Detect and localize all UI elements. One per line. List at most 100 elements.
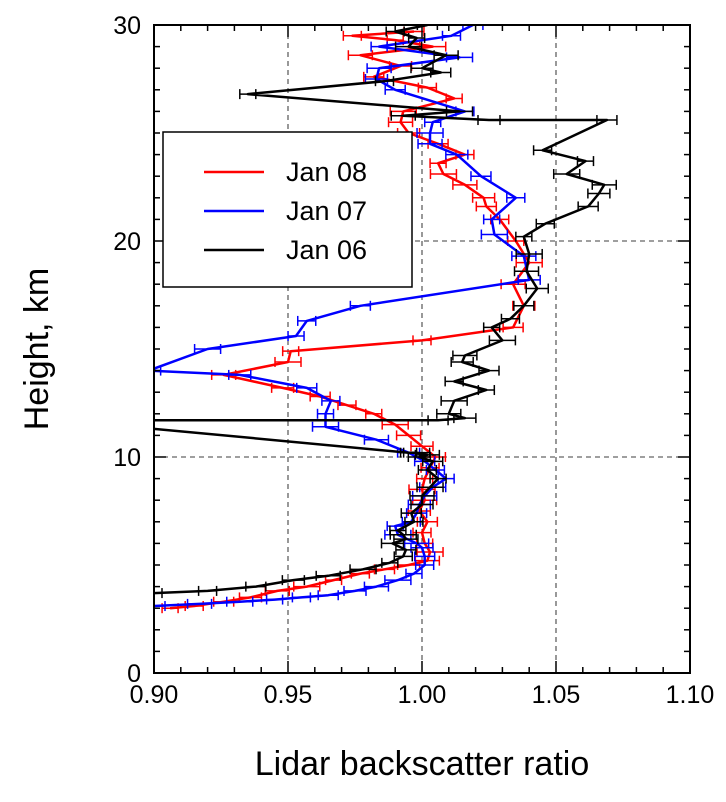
data-point: [393, 551, 413, 562]
data-point: [513, 266, 540, 277]
series-jan-08: [161, 26, 543, 614]
data-point: [366, 63, 392, 74]
data-point: [315, 570, 341, 581]
data-point: [321, 395, 341, 406]
data-point: [54, 415, 72, 425]
data-point: [587, 188, 611, 199]
data-point: [394, 41, 423, 52]
data-point: [370, 41, 388, 52]
data-point: [478, 365, 500, 376]
data-point: [515, 231, 533, 242]
data-point: [414, 449, 441, 460]
data-point: [154, 601, 166, 612]
data-point: [488, 335, 517, 346]
data-point: [154, 588, 163, 599]
data-point: [477, 115, 501, 126]
data-point: [395, 430, 422, 441]
legend-label-jan-06: Jan 06: [286, 235, 367, 265]
data-point: [265, 594, 284, 605]
data-point: [410, 499, 434, 510]
data-point: [417, 82, 438, 93]
data-point: [423, 117, 442, 128]
data-point: [274, 356, 302, 367]
data-point: [475, 201, 498, 212]
data-point: [417, 464, 438, 475]
data-point: [384, 575, 412, 586]
data-point: [245, 581, 267, 592]
data-point: [228, 369, 252, 380]
data-point: [430, 67, 452, 78]
data-point: [429, 158, 447, 169]
data-point: [400, 508, 423, 519]
data-point: [429, 169, 458, 180]
data-point: [337, 400, 357, 411]
series-line-jan-08: [169, 30, 531, 610]
legend-box: [162, 131, 413, 288]
data-point: [412, 335, 432, 346]
data-point: [500, 313, 521, 324]
data-point: [193, 344, 222, 354]
legend: Jan 08 Jan 07 Jan 06: [162, 131, 413, 288]
data-point: [532, 145, 553, 156]
data-point: [347, 50, 374, 61]
data-point: [436, 408, 462, 419]
data-point: [535, 218, 556, 229]
data-point: [343, 585, 367, 596]
data-point: [515, 248, 543, 259]
data-point: [482, 322, 501, 333]
data-point: [445, 52, 474, 63]
data-point: [287, 331, 305, 342]
data-point: [413, 551, 436, 562]
data-point: [239, 89, 257, 100]
x-tick-label: 1.10: [666, 681, 715, 709]
data-point: [552, 169, 581, 180]
data-point: [384, 84, 406, 95]
data-point: [471, 192, 496, 203]
data-point: [393, 534, 419, 545]
data-point: [445, 93, 463, 104]
data-point: [226, 596, 254, 607]
x-tick-label: 0.95: [264, 681, 313, 709]
data-point: [363, 581, 390, 592]
data-point: [365, 408, 383, 419]
x-tick-labels: 0.90 0.95 1.00 1.05 1.10: [130, 681, 715, 709]
data-point: [462, 25, 484, 30]
data-point: [296, 382, 318, 393]
y-tick-label: 0: [127, 660, 141, 688]
x-tick-label: 1.05: [532, 681, 581, 709]
data-point: [506, 192, 526, 203]
data-point: [399, 447, 418, 458]
data-point: [502, 322, 524, 333]
y-tick-label: 10: [113, 444, 141, 472]
data-point: [416, 25, 439, 30]
data-point: [374, 76, 395, 87]
data-point: [482, 214, 501, 225]
data-point: [297, 315, 317, 326]
x-axis-title: Lidar backscatter ratio: [255, 745, 590, 783]
data-point: [317, 590, 339, 601]
data-point: [407, 32, 426, 43]
data-point: [410, 63, 434, 74]
series-line-jan-06: [154, 25, 609, 595]
data-point: [591, 179, 617, 190]
data-point: [513, 300, 535, 311]
data-point: [470, 171, 492, 182]
data-point: [452, 350, 478, 361]
y-tick-label: 30: [113, 12, 141, 40]
data-point: [417, 138, 443, 149]
data-point: [480, 229, 509, 240]
data-point: [414, 560, 435, 570]
data-point: [281, 575, 306, 586]
data-point: [390, 110, 416, 121]
data-point: [281, 346, 300, 357]
y-tick-labels: 0 10 20 30: [113, 12, 141, 688]
data-point: [429, 473, 447, 484]
data-point: [421, 456, 444, 467]
data-point: [445, 106, 474, 117]
data-point: [381, 557, 399, 568]
data-point: [316, 408, 335, 419]
data-point: [342, 30, 363, 41]
data-point: [387, 117, 414, 128]
